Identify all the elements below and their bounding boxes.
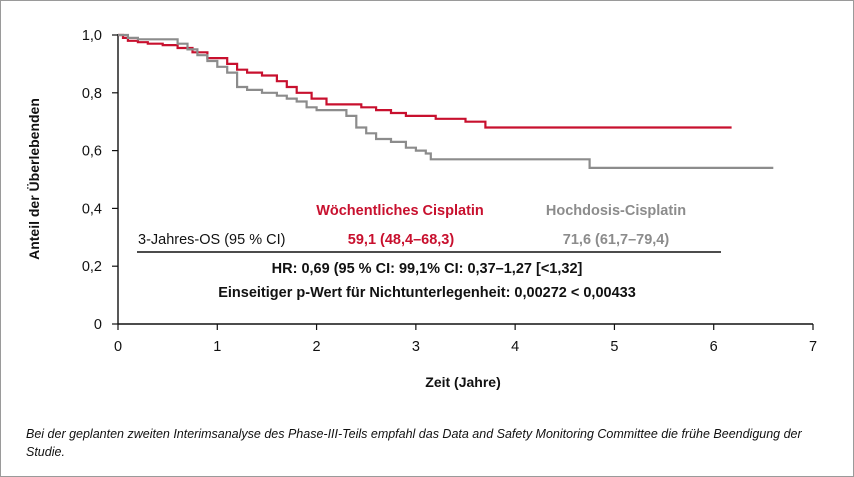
series-line-highdose — [118, 33, 774, 169]
y-tick-label: 0,2 — [82, 259, 102, 275]
x-tick-label: 6 — [710, 339, 718, 355]
x-tick-label: 2 — [313, 339, 321, 355]
series-label-highdose: Hochdosis-Cisplatin — [546, 203, 686, 219]
hazard-ratio-text: HR: 0,69 (95 % CI: 99,1% CI: 0,37–1,27 [… — [272, 261, 583, 277]
y-tick-label: 0 — [94, 317, 102, 333]
p-value-text: Einseitiger p-Wert für Nichtunterlegenhe… — [218, 285, 636, 301]
km-chart: 0 1 2 3 4 5 6 7 0 0,2 0,4 0,6 0,8 1,0 Anteil der Über… — [26, 28, 817, 390]
y-tick-label: 0,8 — [82, 86, 102, 102]
x-tick-label: 3 — [412, 339, 420, 355]
x-tick-label: 1 — [213, 339, 221, 355]
os-value-highdose: 71,6 (61,7–79,4) — [563, 232, 670, 248]
x-tick-label: 7 — [809, 339, 817, 355]
y-tick-label: 0,6 — [82, 144, 102, 160]
series-label-weekly: Wöchentliches Cisplatin — [316, 203, 484, 219]
x-tick-label: 4 — [511, 339, 519, 355]
axes — [117, 34, 813, 325]
y-axis-title: Anteil der Überlebenden — [26, 98, 42, 260]
y-tick-label: 0,4 — [82, 201, 102, 217]
os-value-weekly: 59,1 (48,4–68,3) — [348, 232, 455, 248]
series-line-weekly — [118, 33, 732, 129]
ticks: 0 1 2 3 4 5 6 7 0 0,2 0,4 0,6 0,8 1,0 — [82, 28, 817, 355]
y-tick-label: 1,0 — [82, 28, 102, 44]
x-tick-label: 5 — [610, 339, 618, 355]
x-axis-title: Zeit (Jahre) — [425, 374, 500, 390]
survival-curves — [118, 33, 774, 169]
figure-caption: Bei der geplanten zweiten Interimsanalys… — [26, 427, 802, 459]
x-tick-label: 0 — [114, 339, 122, 355]
os-row-label: 3-Jahres-OS (95 % CI) — [138, 232, 285, 248]
